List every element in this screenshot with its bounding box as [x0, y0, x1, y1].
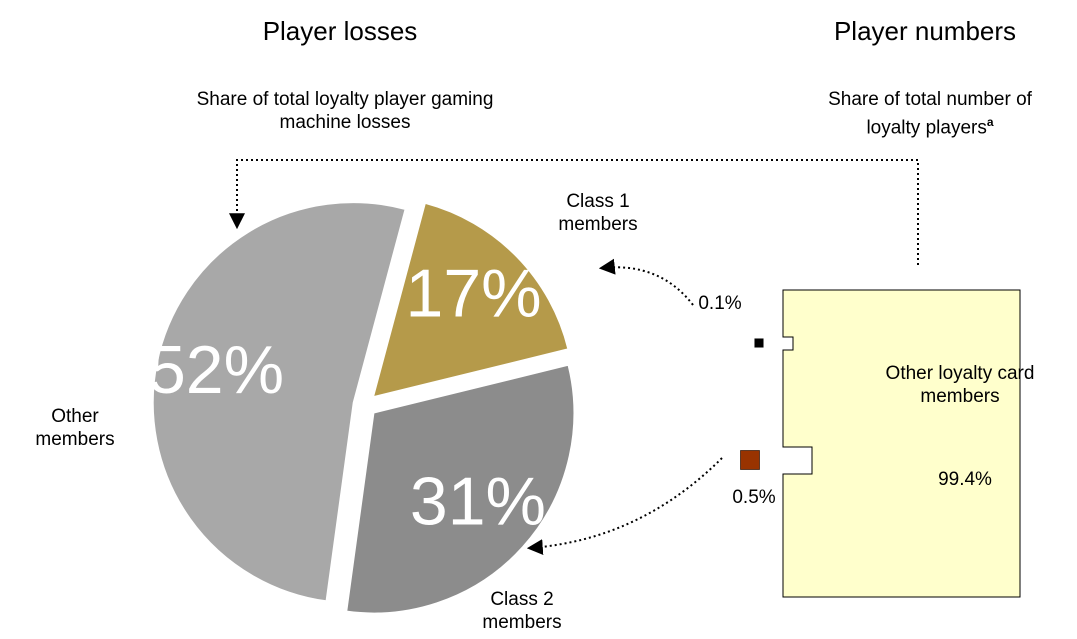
- pie: 17% 31% 52%: [148, 203, 574, 613]
- footnote-marker: a: [987, 115, 994, 129]
- area-square: [740, 450, 759, 469]
- title: Player numbers: [775, 16, 1075, 47]
- square-chart: [740, 290, 1020, 597]
- value-label: 0.1%: [690, 292, 750, 315]
- value-label: 0.5%: [724, 486, 784, 509]
- page: 17% 31% 52% Player losses Player numbers S…: [0, 0, 1077, 639]
- value-label: 99.4%: [925, 468, 1005, 491]
- value-label: 17%: [406, 256, 542, 332]
- value-label: 52%: [148, 332, 284, 408]
- area-square: [755, 339, 764, 348]
- category-label: Other members: [25, 405, 125, 451]
- category-label: Class 1 members: [548, 190, 648, 236]
- subtitle: Share of total loyalty player gaming mac…: [180, 88, 510, 134]
- category-label: Class 2 members: [472, 588, 572, 634]
- value-label: 31%: [410, 464, 546, 540]
- subtitle: Share of total number of loyalty players…: [810, 88, 1050, 139]
- title: Player losses: [190, 16, 490, 47]
- area-square: [783, 290, 1020, 597]
- category-label: Other loyalty card members: [870, 362, 1050, 408]
- subtitle-text: Share of total number of loyalty players: [828, 89, 1032, 138]
- arrow-class1: [602, 267, 693, 305]
